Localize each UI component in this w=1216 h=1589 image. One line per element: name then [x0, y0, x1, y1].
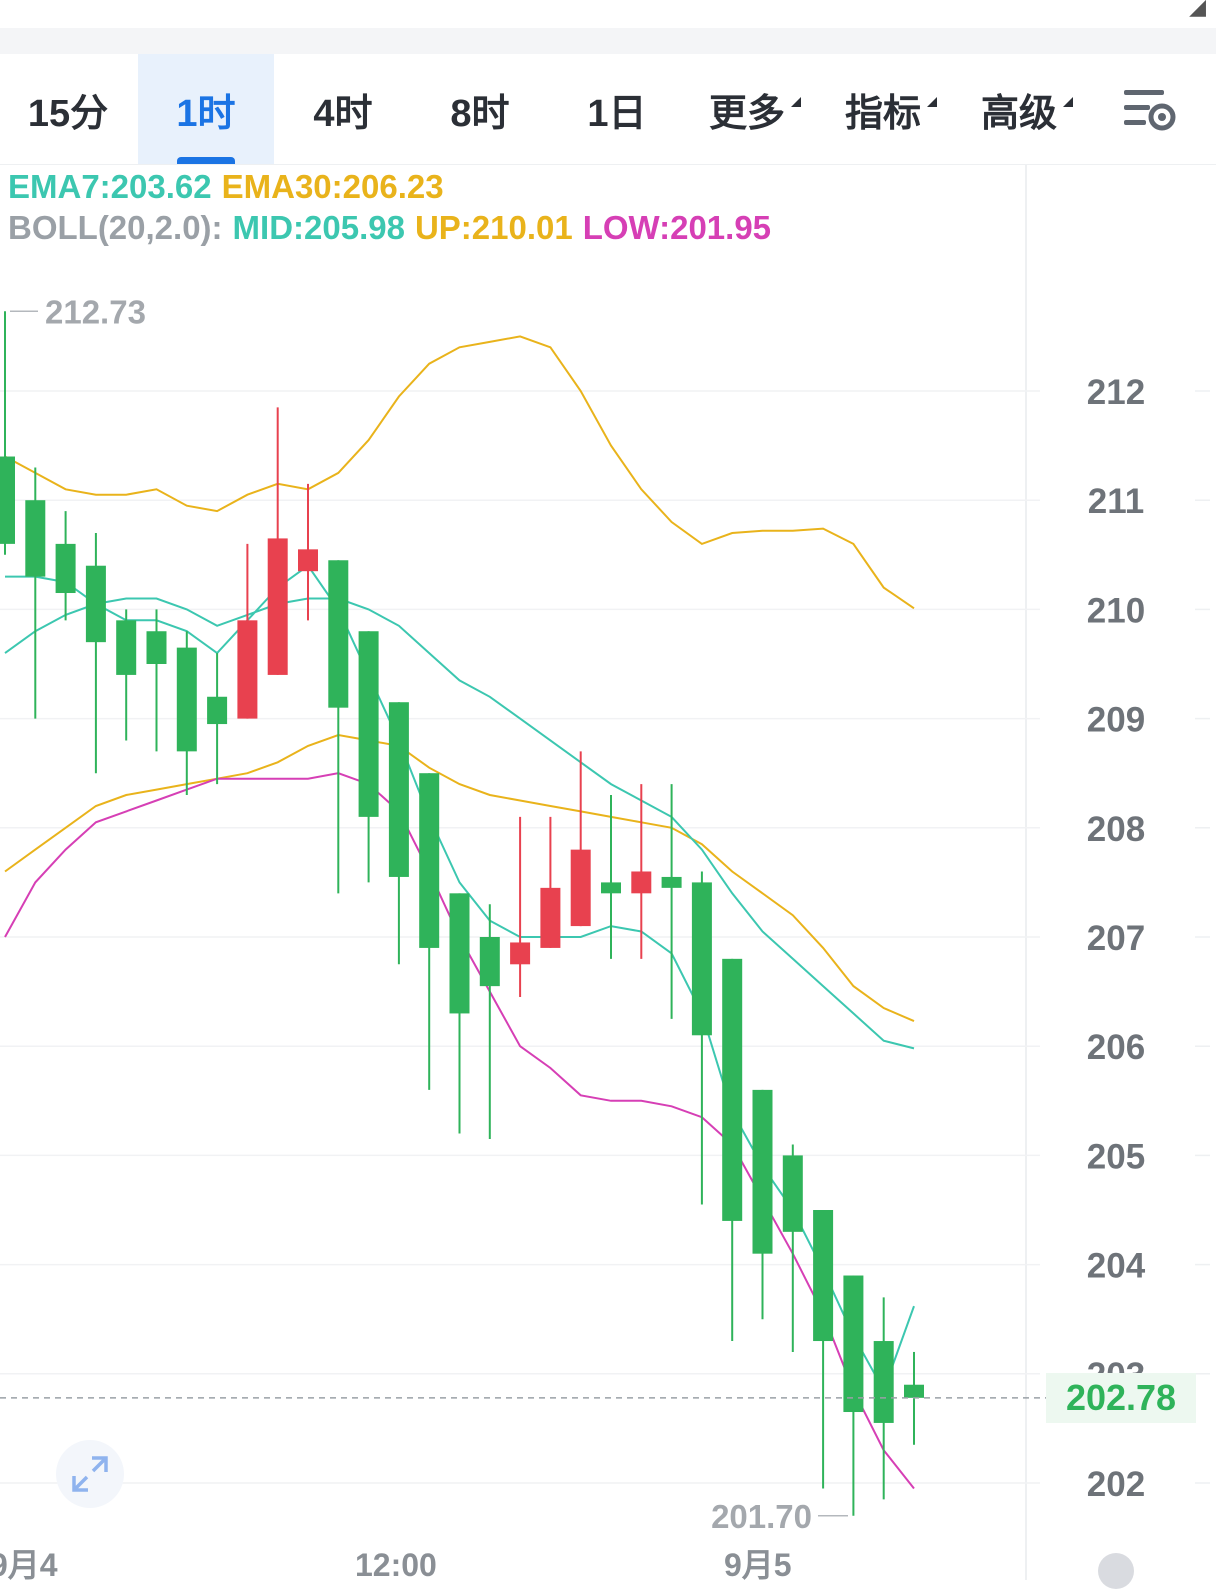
- tab-more-dropdown[interactable]: 更多: [686, 54, 822, 164]
- candle-body: [691, 882, 712, 1036]
- tab-label: 1时: [176, 92, 236, 135]
- tab-label: 高级: [980, 92, 1057, 135]
- boll-mid-label: MID:205.98: [232, 209, 405, 246]
- tab-1hour[interactable]: 1时: [138, 54, 274, 164]
- status-bar: ◢: [0, 0, 1216, 28]
- x-axis-label: 12:00: [355, 1547, 437, 1580]
- y-tick-label: 212: [1087, 373, 1145, 412]
- tab-1day[interactable]: 1日: [549, 54, 685, 164]
- corner-arrow-icon: ◢: [1189, 0, 1206, 19]
- min-price-marker: 201.70: [711, 1498, 812, 1535]
- y-tick-label: 211: [1088, 482, 1144, 521]
- candle-body: [479, 937, 500, 987]
- candle-body: [661, 876, 682, 888]
- interval-tabs: 15分 1时 4时 8时 1日 更多 指标 高级: [0, 54, 1216, 165]
- candle-body: [85, 565, 106, 643]
- candle-body: [813, 1210, 834, 1342]
- tab-label: 4时: [313, 92, 373, 135]
- y-tick-label: 208: [1087, 810, 1145, 849]
- expand-arrows-glyph: [72, 1456, 108, 1492]
- candle-body: [0, 456, 15, 544]
- dropdown-triangle-icon: [791, 96, 801, 107]
- x-axis-label: 9月5: [724, 1547, 792, 1580]
- ema7-label: EMA7:203.62: [8, 168, 212, 205]
- y-tick-label: 209: [1087, 701, 1145, 740]
- tab-8hour[interactable]: 8时: [412, 54, 548, 164]
- y-tick-label: 207: [1087, 919, 1145, 958]
- scroll-to-latest-button[interactable]: [1098, 1553, 1134, 1589]
- candle-body: [843, 1275, 864, 1413]
- candle-body: [237, 620, 258, 719]
- candle-body: [146, 631, 167, 664]
- candle-body: [904, 1384, 924, 1398]
- candle-body: [722, 958, 743, 1221]
- tab-label: 1日: [587, 92, 647, 135]
- candle-body: [358, 631, 379, 817]
- dropdown-triangle-icon: [927, 96, 937, 107]
- series-line-up: [4, 335, 915, 610]
- candlestick-chart[interactable]: 212211210209208207206205204203202212.732…: [0, 164, 1216, 1580]
- y-tick-label: 206: [1087, 1028, 1145, 1067]
- candle-body: [176, 647, 197, 752]
- candle-body: [55, 543, 76, 594]
- boll-low-label: LOW:201.95: [582, 209, 772, 246]
- tab-label: 8时: [450, 92, 510, 135]
- max-price-marker: 212.73: [45, 293, 146, 330]
- series-line-mid: [4, 597, 915, 1050]
- candle-body: [601, 882, 621, 894]
- ema-legend: EMA7:203.62 EMA30:206.23: [8, 168, 454, 206]
- candle-body: [267, 538, 288, 675]
- candle-body: [419, 773, 440, 948]
- boll-up-label: UP:210.01: [414, 209, 573, 246]
- candle-body: [782, 1155, 803, 1232]
- series-line-ema30: [4, 733, 915, 1023]
- header-separator: [0, 28, 1216, 54]
- candle-body: [328, 560, 349, 708]
- y-tick-label: 210: [1087, 591, 1145, 630]
- candle-body: [388, 702, 409, 877]
- candle-body: [631, 871, 652, 894]
- tab-indicators-dropdown[interactable]: 指标: [822, 54, 958, 164]
- tab-advanced-dropdown[interactable]: 高级: [958, 54, 1094, 164]
- y-tick-label: 205: [1087, 1137, 1145, 1176]
- tab-label: 更多: [708, 92, 785, 135]
- tab-label: 15分: [27, 92, 109, 135]
- dropdown-triangle-icon: [1063, 96, 1073, 107]
- tab-4hour[interactable]: 4时: [275, 54, 411, 164]
- candle-body: [449, 893, 470, 1014]
- candle-body: [510, 942, 531, 965]
- candle-body: [752, 1089, 773, 1254]
- boll-params-label: BOLL(20,2.0):: [8, 209, 223, 246]
- current-price-tag: 202.78: [1046, 1373, 1196, 1423]
- candle-body: [540, 887, 561, 948]
- candle-body: [298, 549, 318, 572]
- y-tick-label: 204: [1087, 1247, 1146, 1286]
- ema30-label: EMA30:206.23: [221, 168, 444, 205]
- x-axis-label: 9月4: [0, 1547, 58, 1580]
- candle-body: [207, 696, 228, 725]
- tab-label: 指标: [844, 92, 921, 135]
- candle-body: [570, 849, 591, 927]
- chart-settings-icon[interactable]: [1122, 86, 1180, 136]
- tab-15min[interactable]: 15分: [0, 54, 136, 164]
- candle-body: [25, 500, 46, 577]
- candle-body: [116, 620, 137, 675]
- y-tick-label: 202: [1087, 1465, 1145, 1504]
- expand-arrows-icon[interactable]: [56, 1440, 124, 1508]
- boll-legend: BOLL(20,2.0): MID:205.98 UP:210.01 LOW:201.…: [8, 209, 781, 247]
- candle-body: [873, 1341, 894, 1423]
